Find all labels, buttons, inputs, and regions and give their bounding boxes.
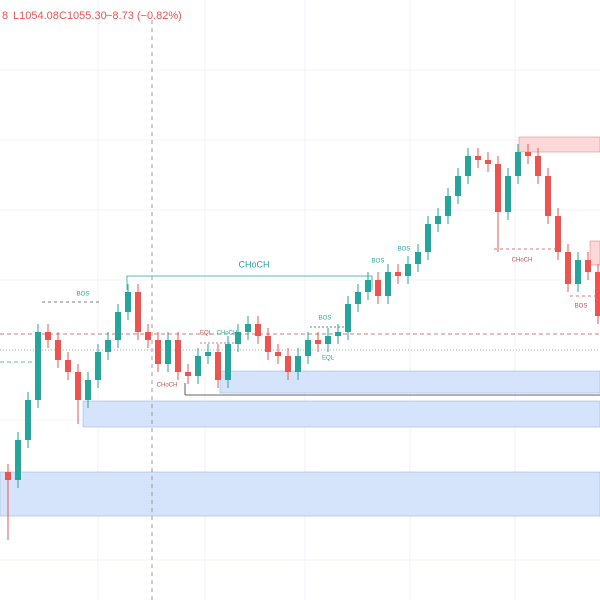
candle-body [505, 176, 511, 212]
candle-body [455, 176, 461, 196]
structure-lines [0, 20, 600, 600]
header: 8 L1054.08 C1055.30 −8.73 (−0.82%) [2, 10, 182, 22]
annotation: BOS [398, 247, 411, 253]
candle-body [55, 340, 61, 360]
candle-body [5, 472, 11, 480]
candle-body [175, 340, 181, 372]
candle-body [95, 352, 101, 380]
candle-body [515, 152, 521, 176]
candle-body [135, 292, 141, 332]
annotation: BOS [575, 304, 588, 310]
candle-body [105, 340, 111, 352]
candle-body [545, 176, 551, 216]
candle-body [385, 272, 391, 296]
candle-body [255, 324, 261, 336]
candle-body [215, 352, 221, 380]
annotation: BOS [77, 292, 90, 298]
candle-body [155, 340, 161, 364]
annotations: CHoCH BOS BOS BOS BOS EQL CHoCH CHoCH EQ… [77, 247, 588, 389]
annotation: CHoCH [512, 258, 533, 264]
header-field: 8 [2, 10, 8, 22]
candle-body [525, 152, 531, 156]
candle-body [145, 332, 151, 340]
candle-body [125, 292, 131, 312]
candle-body [535, 156, 541, 176]
candle-body [475, 156, 481, 160]
candle-body [265, 336, 271, 352]
candle-body [15, 440, 21, 480]
candle-body [365, 280, 371, 292]
candle-body [485, 160, 491, 164]
annotation: CHoCH [217, 331, 238, 337]
annotation: CHoCH [238, 259, 269, 269]
candle-body [245, 324, 251, 332]
candle-body [35, 332, 41, 400]
header-field: C1055.30 [59, 10, 107, 22]
candle-body [305, 340, 311, 356]
annotation: CHoCH [157, 383, 178, 389]
candle-body [195, 356, 201, 376]
candle-body [115, 312, 121, 340]
candle-body [345, 304, 351, 332]
candle-body [375, 280, 381, 296]
candle-body [575, 260, 581, 284]
candle-body [405, 264, 411, 276]
candle-body [295, 356, 301, 372]
candle-body [45, 332, 51, 340]
candle-body [355, 292, 361, 304]
candle-body [165, 340, 171, 364]
candle-body [285, 356, 291, 372]
candle-body [85, 380, 91, 400]
header-field: −8.73 (−0.82%) [106, 10, 182, 22]
candle-body [565, 252, 571, 284]
candle-body [275, 352, 281, 356]
candle-body [445, 196, 451, 216]
candle-body [585, 260, 591, 272]
candle-body [495, 164, 501, 212]
candles [5, 144, 600, 540]
candle-body [25, 400, 31, 440]
candle-body [465, 156, 471, 176]
candle-body [315, 340, 321, 344]
candle-body [185, 372, 191, 376]
candle-body [395, 272, 401, 276]
candle-body [225, 344, 231, 380]
candle-body [335, 332, 341, 336]
annotation: BOS [372, 259, 385, 265]
candle-body [435, 216, 441, 224]
candle-body [65, 360, 71, 372]
candle-body [555, 216, 561, 252]
candle-body [205, 352, 211, 356]
header-field: L1054.08 [13, 10, 59, 22]
annotation: BOS [319, 316, 332, 322]
annotation: EQL [322, 356, 335, 362]
zones [0, 136, 600, 517]
candle-body [235, 332, 241, 344]
annotation: EQL [200, 331, 213, 337]
candle-body [595, 272, 600, 316]
candle-body [325, 336, 331, 344]
candle-body [425, 224, 431, 252]
candle-body [415, 252, 421, 264]
candle-body [75, 372, 81, 400]
